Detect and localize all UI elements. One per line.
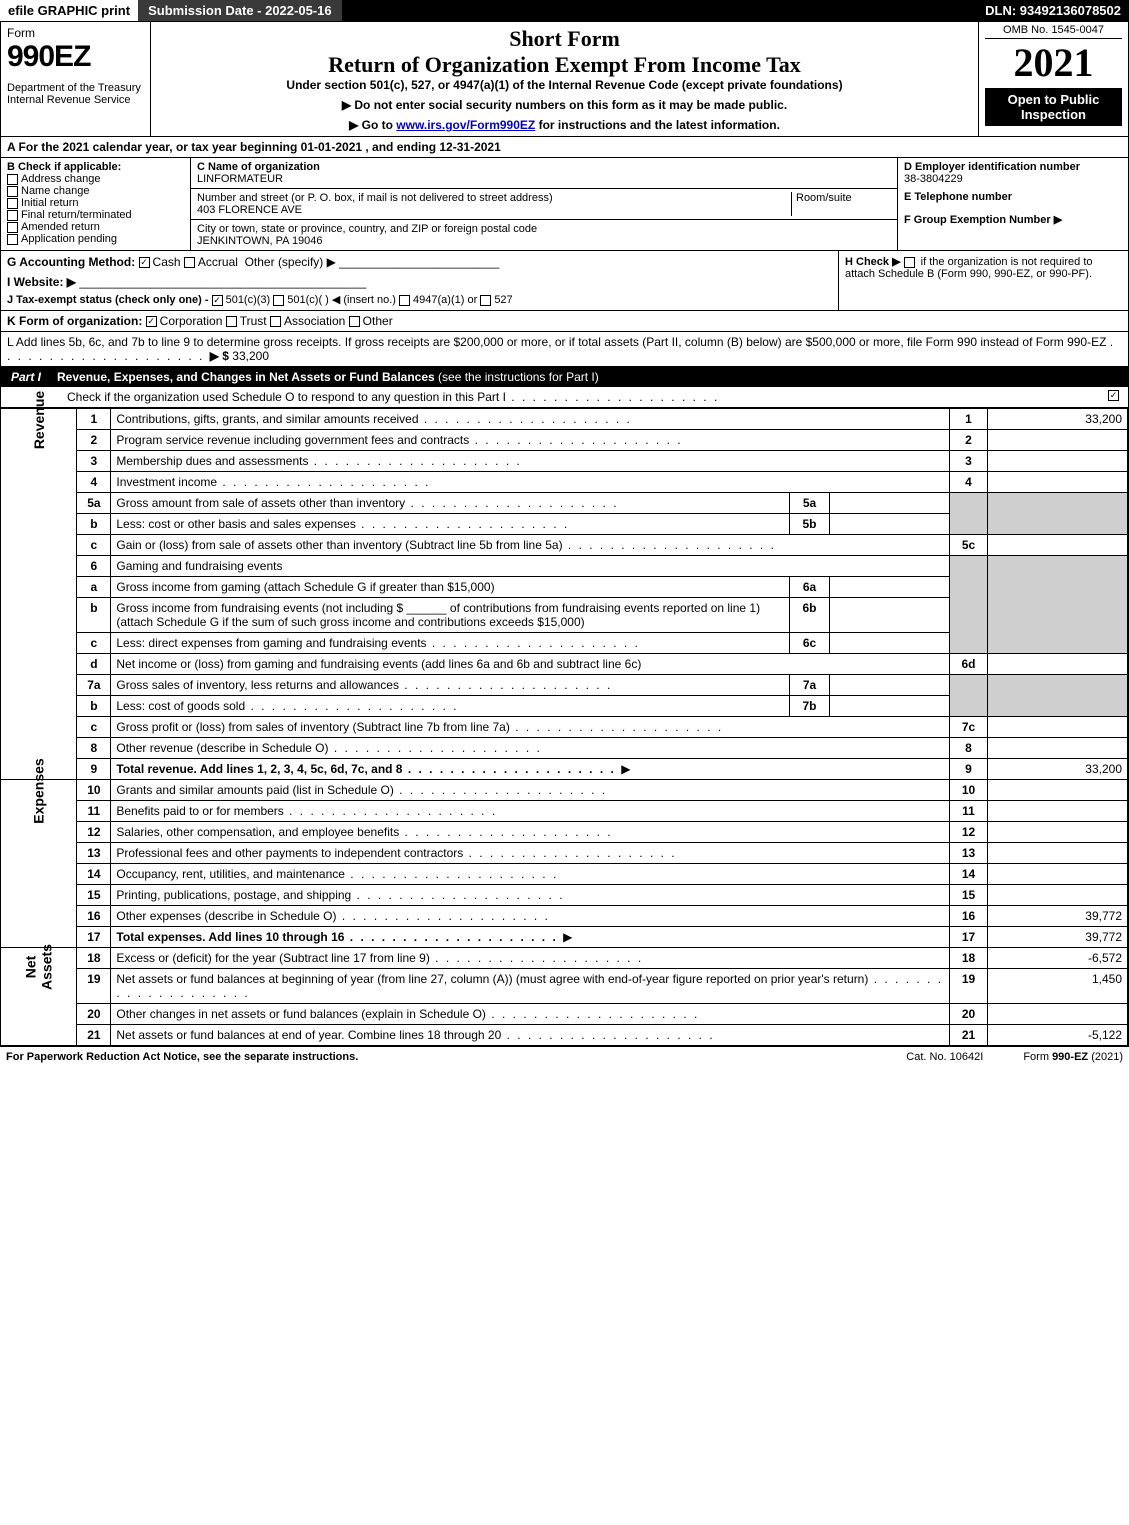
open-public: Open to Public Inspection [985,88,1122,126]
year-box: OMB No. 1545-0047 2021 Open to Public In… [978,22,1128,136]
footer-right: Form 990-EZ (2021) [1023,1051,1123,1063]
dln-label: DLN: 93492136078502 [977,0,1129,21]
top-bar: efile GRAPHIC print Submission Date - 20… [0,0,1129,21]
header-row: Form 990EZ Department of the Treasury In… [1,22,1128,137]
short-form-title: Short Form [159,26,970,52]
info-row: B Check if applicable: Address change Na… [1,158,1128,251]
tel-label: E Telephone number [904,191,1122,203]
part1-check: Check if the organization used Schedule … [1,387,1128,408]
form-id-box: Form 990EZ Department of the Treasury In… [1,22,151,136]
footer-left: For Paperwork Reduction Act Notice, see … [6,1051,866,1063]
i-line: I Website: ▶ ___________________________… [7,275,832,289]
room-label: Room/suite [791,192,891,216]
g-line: G Accounting Method: Cash Accrual Other … [7,255,832,269]
addr-row: Number and street (or P. O. box, if mail… [191,189,897,220]
row-a: A For the 2021 calendar year, or tax yea… [1,137,1128,158]
chk-part1-o[interactable] [1108,390,1119,401]
chk-h[interactable] [904,257,915,268]
title-box: Short Form Return of Organization Exempt… [151,22,978,136]
city-value: JENKINTOWN, PA 19046 [197,235,891,247]
box-d: D Employer identification number 38-3804… [898,158,1128,250]
chk-pending[interactable]: Application pending [7,233,184,245]
addr-value: 403 FLORENCE AVE [197,204,791,216]
ein-label: D Employer identification number [904,161,1122,173]
dept-label: Department of the Treasury Internal Reve… [7,82,144,106]
chk-accrual[interactable] [184,257,195,268]
g-h-i-box: G Accounting Method: Cash Accrual Other … [1,251,838,310]
group-label: F Group Exemption Number ▶ [904,213,1122,226]
ein-value: 38-3804229 [904,173,1122,185]
chk-501c3[interactable] [212,295,223,306]
chk-501c[interactable] [273,295,284,306]
box-c: C Name of organization LINFORMATEUR Numb… [191,158,898,250]
tax-year: 2021 [985,39,1122,86]
lines-table: Revenue 1Contributions, gifts, grants, a… [1,408,1128,1046]
chk-name[interactable]: Name change [7,185,184,197]
city-row: City or town, state or province, country… [191,220,897,250]
footer-catno: Cat. No. 10642I [906,1051,983,1063]
city-label: City or town, state or province, country… [197,223,891,235]
form-label: Form [7,26,144,40]
h-box: H Check ▶ if the organization is not req… [838,251,1128,310]
k-line: K Form of organization: Corporation Trus… [1,311,1128,332]
box-b-title: B Check if applicable: [7,161,184,173]
note-goto: ▶ Go to www.irs.gov/Form990EZ for instru… [159,118,970,132]
footer: For Paperwork Reduction Act Notice, see … [0,1047,1129,1067]
efile-label: efile GRAPHIC print [0,0,138,21]
chk-address[interactable]: Address change [7,173,184,185]
omb-number: OMB No. 1545-0047 [985,24,1122,39]
chk-amended[interactable]: Amended return [7,221,184,233]
chk-initial[interactable]: Initial return [7,197,184,209]
chk-assoc[interactable] [270,316,281,327]
part1-label: Part I [1,367,51,387]
note-goto-post: for instructions and the latest informat… [535,118,780,132]
l-line: L Add lines 5b, 6c, and 7b to line 9 to … [1,332,1128,367]
chk-trust[interactable] [226,316,237,327]
chk-final[interactable]: Final return/terminated [7,209,184,221]
submission-date: Submission Date - 2022-05-16 [138,0,342,21]
chk-corp[interactable] [146,316,157,327]
box-b: B Check if applicable: Address change Na… [1,158,191,250]
irs-link[interactable]: www.irs.gov/Form990EZ [396,118,535,132]
note-goto-pre: ▶ Go to [349,118,396,132]
part1-header: Part I Revenue, Expenses, and Changes in… [1,367,1128,387]
under-section: Under section 501(c), 527, or 4947(a)(1)… [159,78,970,92]
chk-cash[interactable] [139,257,150,268]
return-title: Return of Organization Exempt From Incom… [159,52,970,78]
chk-4947[interactable] [399,295,410,306]
form-number: 990EZ [7,40,144,74]
chk-other-org[interactable] [349,316,360,327]
note-ssn: ▶ Do not enter social security numbers o… [159,98,970,112]
org-name: LINFORMATEUR [197,173,891,185]
form-container: Form 990EZ Department of the Treasury In… [0,21,1129,1047]
j-line: J Tax-exempt status (check only one) - 5… [7,293,832,306]
netassets-label: Net Assets [23,934,55,999]
revenue-label: Revenue [31,391,47,449]
part1-title: Revenue, Expenses, and Changes in Net As… [51,367,605,387]
org-name-label: C Name of organization [197,161,891,173]
org-name-row: C Name of organization LINFORMATEUR [191,158,897,189]
expenses-label: Expenses [31,758,47,823]
chk-527[interactable] [480,295,491,306]
addr-label: Number and street (or P. O. box, if mail… [197,192,791,204]
